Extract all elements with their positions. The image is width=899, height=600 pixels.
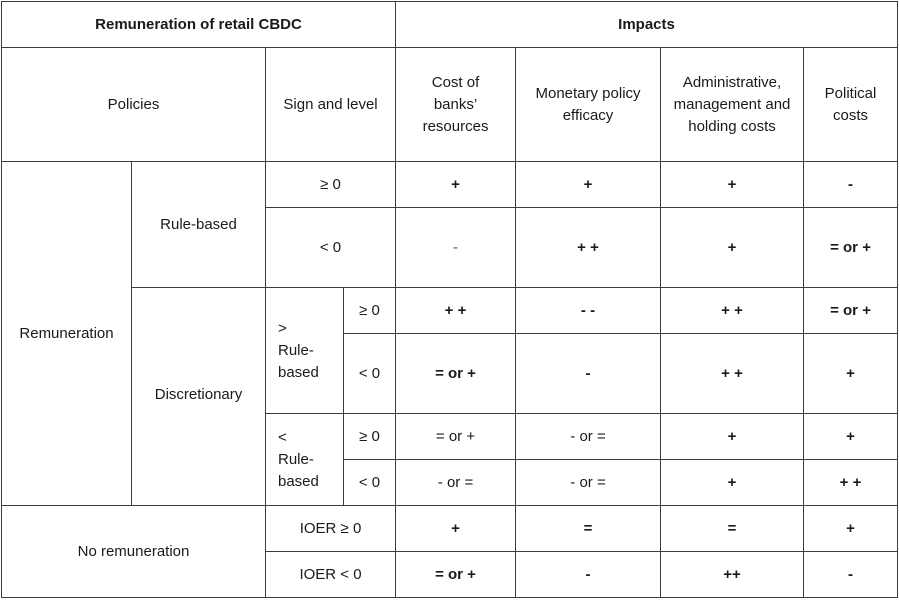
label-gt-rule-based: > Rule-based bbox=[265, 287, 344, 414]
cost-cell: + bbox=[395, 161, 517, 208]
sign-level-cell: ≥ 0 bbox=[342, 413, 397, 460]
table-row: < Rule-based ≥ 0 = or + - or = + + bbox=[2, 413, 899, 506]
admin-cell: + + bbox=[660, 287, 805, 334]
monetary-cell: = bbox=[515, 505, 662, 552]
political-cell: = or + bbox=[803, 287, 899, 334]
header-remuneration-title: Remuneration of retail CBDC bbox=[0, 1, 397, 48]
admin-cell: + bbox=[660, 459, 805, 506]
monetary-cell: + bbox=[515, 161, 662, 208]
admin-cell: + bbox=[660, 161, 805, 208]
political-cell: + bbox=[803, 333, 899, 414]
col-header-admin-costs: Administrative, management and holding c… bbox=[660, 47, 805, 162]
admin-cell: + bbox=[660, 207, 805, 288]
sign-level-cell: < 0 bbox=[342, 333, 397, 414]
sign-level-cell: IOER ≥ 0 bbox=[264, 505, 397, 552]
monetary-cell: - - bbox=[515, 287, 662, 334]
political-cell: = or + bbox=[803, 207, 899, 288]
political-cell: - bbox=[803, 161, 899, 208]
cost-cell: - bbox=[395, 207, 517, 288]
header-row: Remuneration of retail CBDC Impacts bbox=[0, 1, 899, 48]
table-row: IOER < 0 = or + - ++ - bbox=[2, 551, 899, 598]
admin-cell: + bbox=[660, 413, 805, 460]
sign-level-cell: < 0 bbox=[264, 207, 397, 288]
table-row: Discretionary > Rule-based ≥ 0 + + - - +… bbox=[2, 287, 899, 506]
col-header-cost-of-banks-resources: Cost of banks’ resources bbox=[395, 47, 517, 162]
political-cell: + bbox=[803, 505, 899, 552]
political-cell: - bbox=[803, 551, 899, 598]
admin-cell: + + bbox=[660, 333, 805, 414]
monetary-cell: - or = bbox=[515, 459, 662, 506]
table-row: < 0 - + + + = or + bbox=[2, 207, 899, 288]
label-no-remuneration: No remuneration bbox=[1, 505, 266, 598]
political-cell: + bbox=[803, 413, 899, 460]
label-lt-rule-based: < Rule-based bbox=[265, 413, 344, 506]
table-row: No remuneration IOER ≥ 0 + = = + bbox=[1, 505, 899, 598]
table-row: < 0 - or = - or = + + + bbox=[2, 459, 899, 506]
label-remuneration: Remuneration bbox=[1, 161, 132, 506]
col-header-monetary-policy-efficacy: Monetary policy efficacy bbox=[515, 47, 662, 162]
table-row: < 0 = or + - + + + bbox=[2, 333, 899, 414]
cost-cell: - or = bbox=[395, 459, 517, 506]
political-cell: + + bbox=[803, 459, 899, 506]
monetary-cell: - bbox=[515, 333, 662, 414]
subheader-row: Policies Sign and level Cost of banks’ r… bbox=[1, 47, 899, 162]
header-impacts-title: Impacts bbox=[395, 1, 899, 48]
col-header-political-costs: Political costs bbox=[803, 47, 899, 162]
label-discretionary: Discretionary bbox=[131, 287, 266, 506]
table-row: Remuneration Rule-based ≥ 0 + + + - bbox=[1, 161, 899, 506]
monetary-cell: - bbox=[515, 551, 662, 598]
sign-level-cell: IOER < 0 bbox=[264, 551, 397, 598]
cost-cell: = or + bbox=[395, 551, 517, 598]
label-rule-based: Rule-based bbox=[131, 161, 266, 288]
sign-level-cell: < 0 bbox=[342, 459, 397, 506]
cost-cell: = or + bbox=[395, 333, 517, 414]
admin-cell: ++ bbox=[660, 551, 805, 598]
sign-level-cell: ≥ 0 bbox=[342, 287, 397, 334]
col-header-policies: Policies bbox=[1, 47, 266, 162]
admin-cell: = bbox=[660, 505, 805, 552]
col-header-sign-and-level: Sign and level bbox=[264, 47, 397, 162]
cost-cell: + + bbox=[395, 287, 517, 334]
sign-level-cell: ≥ 0 bbox=[264, 161, 397, 208]
cost-cell: = or + bbox=[395, 413, 517, 460]
monetary-cell: - or = bbox=[515, 413, 662, 460]
cost-cell: + bbox=[395, 505, 517, 552]
monetary-cell: + + bbox=[515, 207, 662, 288]
